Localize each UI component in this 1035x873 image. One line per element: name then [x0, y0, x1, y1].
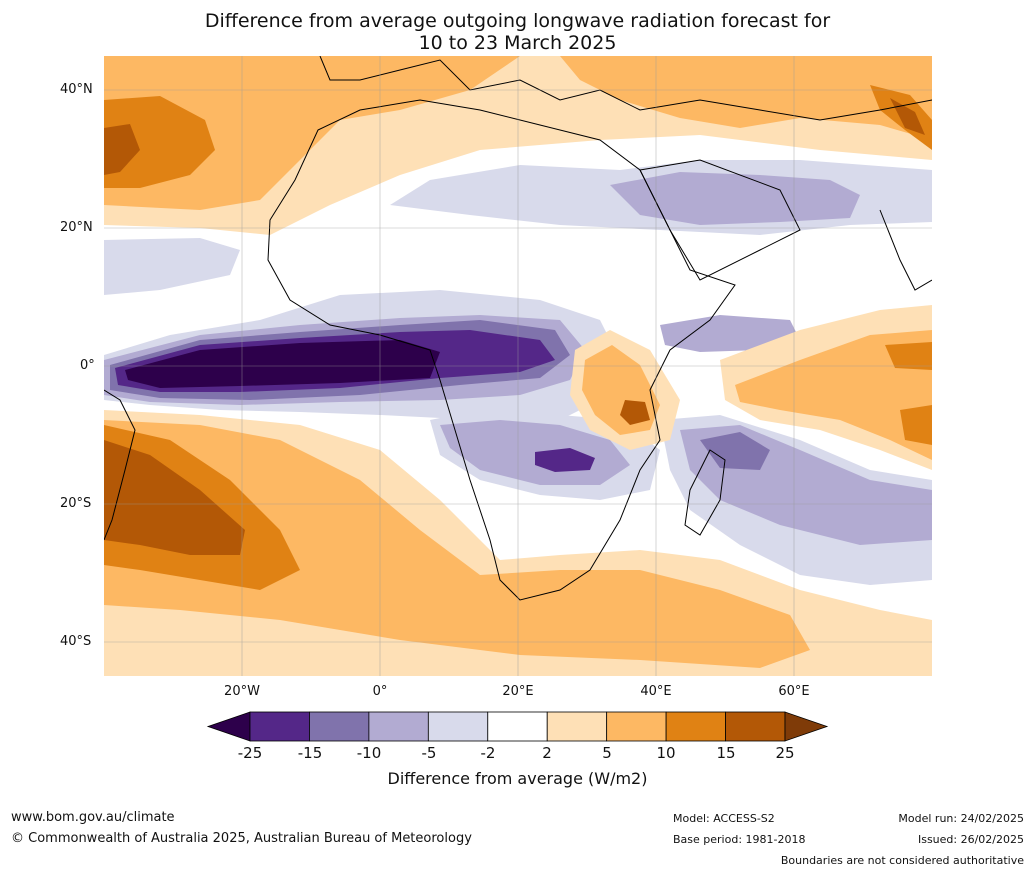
anomaly-equatorial-deepest-purple — [125, 340, 440, 388]
colorbar-swatch — [725, 711, 786, 742]
lon-tick-60e: 60°E — [778, 684, 810, 699]
title-line-2: 10 to 23 March 2025 — [418, 32, 617, 54]
lat-tick-20s: 20°S — [60, 496, 92, 511]
arabia-coastline — [639, 159, 801, 281]
base-period-text: Base period: 1981-2018 — [673, 833, 806, 846]
colorbar-swatch — [606, 711, 667, 742]
lat-tick-20n: 20°N — [60, 220, 93, 235]
model-run-text: Model run: 24/02/2025 — [898, 812, 1024, 825]
colorbar-swatch — [309, 711, 370, 742]
colorbar-label: -10 — [356, 744, 382, 762]
colorbar-label: 25 — [775, 744, 795, 762]
lon-tick-40e: 40°E — [640, 684, 672, 699]
colorbar-label: 2 — [542, 744, 552, 762]
lon-tick-20w: 20°W — [224, 684, 260, 699]
lat-tick-40s: 40°S — [60, 634, 92, 649]
anomaly-atlantic-north-strong — [104, 96, 215, 188]
colorbar-arrow-high — [784, 711, 829, 742]
anomaly-south-peak — [104, 440, 245, 555]
colorbar — [206, 711, 829, 742]
colorbar-swatch — [665, 711, 726, 742]
anomaly-indian-ocean-mid-purple — [700, 432, 770, 470]
website-text: www.bom.gov.au/climate — [11, 810, 175, 825]
colorbar-title: Difference from average (W/m2) — [387, 769, 648, 788]
south-america-coastline — [104, 389, 136, 541]
colorbar-label: -15 — [297, 744, 323, 762]
africa-coastline — [267, 99, 736, 601]
disclaimer-text: Boundaries are not considered authoritat… — [780, 854, 1024, 867]
india-coastline — [879, 209, 932, 291]
anomaly-north-mideast — [560, 56, 932, 140]
model-text: Model: ACCESS-S2 — [673, 812, 775, 825]
colorbar-label: 10 — [656, 744, 676, 762]
colorbar-swatch — [487, 711, 548, 742]
copyright-text: © Commonwealth of Australia 2025, Austra… — [11, 831, 472, 846]
lat-tick-0: 0° — [80, 358, 95, 373]
lon-tick-0: 0° — [372, 684, 388, 699]
madagascar-coastline — [684, 449, 726, 536]
lon-tick-20e: 20°E — [502, 684, 534, 699]
map-title: Difference from average outgoing longwav… — [0, 10, 1035, 54]
anomaly-arabia-purple — [610, 172, 860, 225]
anomaly-indian-ocean-medium — [735, 330, 932, 460]
colorbar-label: -5 — [421, 744, 437, 762]
coastlines — [104, 56, 932, 601]
colorbar-swatch — [546, 711, 608, 742]
colorbar-swatch — [427, 711, 489, 742]
colorbar-label: -2 — [480, 744, 496, 762]
anomaly-atlantic-north-light-purple — [104, 238, 240, 295]
colorbar-swatch — [249, 711, 310, 742]
colorbar-swatch — [368, 711, 429, 742]
anomaly-southern-africa-dark — [535, 448, 595, 472]
colorbar-label: 5 — [602, 744, 612, 762]
anomaly-east-africa-peak — [620, 400, 650, 425]
issued-text: Issued: 26/02/2025 — [917, 833, 1024, 846]
lat-tick-40n: 40°N — [60, 82, 93, 97]
anomaly-north-medium — [104, 56, 520, 210]
colorbar-label: 15 — [716, 744, 736, 762]
colorbar-arrow-low — [206, 711, 251, 742]
colorbar-label: -25 — [237, 744, 263, 762]
anomaly-south-medium — [104, 420, 810, 668]
anomaly-arabian-sea-purple — [660, 315, 800, 352]
gridlines — [104, 56, 932, 676]
title-line-1: Difference from average outgoing longwav… — [204, 10, 831, 32]
europe-coastline — [319, 56, 932, 121]
anomaly-atlantic-north-peak — [104, 124, 140, 175]
anomaly-indian-ocean-strong — [885, 342, 932, 445]
anomaly-iran-peak — [890, 98, 925, 135]
